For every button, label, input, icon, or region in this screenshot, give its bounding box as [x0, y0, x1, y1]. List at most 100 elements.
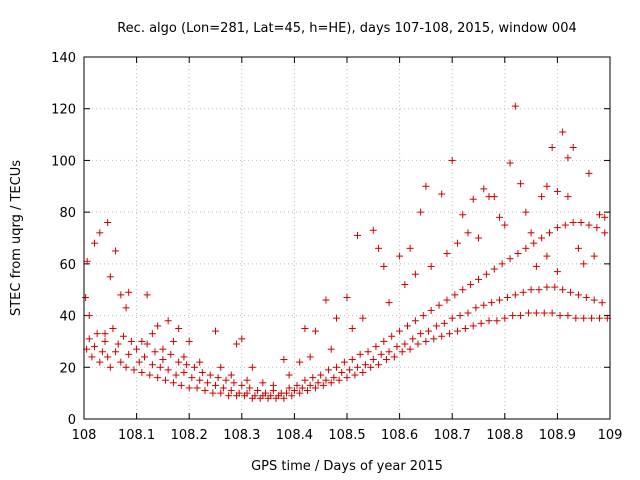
data-point [88, 353, 96, 361]
data-point [311, 384, 319, 392]
data-point [85, 312, 93, 320]
data-point [217, 363, 225, 371]
data-point [196, 358, 204, 366]
data-point [514, 250, 522, 258]
data-point [101, 330, 109, 338]
data-point [501, 314, 509, 322]
data-point [546, 229, 554, 237]
x-tick-label: 108.4 [276, 428, 313, 443]
x-tick-label: 108.3 [223, 428, 260, 443]
data-point [190, 363, 198, 371]
data-point [393, 343, 401, 351]
data-point [296, 358, 304, 366]
data-point [535, 286, 543, 294]
data-point [298, 384, 306, 392]
data-point [401, 281, 409, 289]
data-point [198, 368, 206, 376]
data-point [588, 314, 596, 322]
data-point [83, 257, 91, 265]
data-point [143, 291, 151, 299]
data-point [464, 309, 472, 317]
data-point [375, 244, 383, 252]
data-point [343, 293, 351, 301]
data-point [422, 337, 430, 345]
data-point [222, 376, 230, 384]
data-point [503, 293, 511, 301]
data-point [377, 350, 385, 358]
data-point [459, 211, 467, 219]
data-point [332, 363, 340, 371]
data-point [254, 387, 262, 395]
data-point [511, 102, 519, 110]
data-points [82, 102, 611, 402]
x-axis-label: GPS time / Days of year 2015 [251, 459, 443, 474]
data-point [311, 327, 319, 335]
data-point [532, 262, 540, 270]
data-point [330, 374, 338, 382]
data-point [509, 312, 517, 320]
data-point [538, 234, 546, 242]
data-point [140, 353, 148, 361]
data-point [267, 392, 275, 400]
data-point [403, 322, 411, 330]
data-point [382, 356, 390, 364]
data-point [369, 226, 377, 234]
data-point [96, 358, 104, 366]
data-point [325, 366, 333, 374]
data-point [574, 291, 582, 299]
data-point [109, 325, 117, 332]
x-tick-label: 108 [72, 428, 97, 443]
data-point [485, 317, 493, 325]
data-point [585, 221, 593, 229]
data-point [327, 345, 335, 353]
data-point [91, 239, 99, 247]
data-point [248, 363, 256, 371]
data-point [417, 208, 425, 216]
data-point [409, 335, 417, 343]
data-point [574, 244, 582, 252]
data-point [177, 381, 185, 389]
data-point [398, 348, 406, 356]
data-point [167, 350, 175, 358]
data-point [532, 309, 540, 317]
data-point [338, 368, 346, 376]
data-point [564, 154, 572, 162]
data-point [138, 368, 146, 376]
data-point [185, 337, 193, 345]
data-point [154, 322, 162, 330]
data-point [553, 268, 561, 276]
data-point [443, 250, 451, 258]
data-point [227, 371, 235, 379]
data-point [475, 275, 482, 283]
data-point [130, 366, 138, 374]
data-point [148, 330, 156, 338]
data-point [293, 381, 301, 389]
data-point [469, 322, 477, 330]
data-point [122, 363, 130, 371]
data-point [175, 358, 183, 366]
data-point [322, 296, 330, 304]
data-point [551, 283, 559, 291]
y-axis-label: STEC from uqrg / TECUs [9, 160, 24, 316]
data-point [406, 345, 414, 353]
data-point [556, 312, 564, 320]
data-point [501, 221, 509, 229]
data-point [91, 343, 99, 351]
data-point [283, 389, 291, 397]
x-tick-label: 108.2 [171, 428, 208, 443]
data-point [296, 389, 304, 397]
data-point [595, 211, 603, 219]
data-point [327, 379, 335, 387]
data-point [553, 224, 561, 232]
data-point [159, 345, 167, 353]
data-point [172, 371, 180, 379]
data-point [246, 384, 254, 392]
data-point [419, 312, 427, 320]
data-point [185, 384, 193, 392]
y-tick-label: 40 [59, 310, 76, 325]
data-point [322, 376, 330, 384]
data-point [406, 244, 414, 252]
data-point [319, 381, 327, 389]
data-point [375, 361, 383, 369]
